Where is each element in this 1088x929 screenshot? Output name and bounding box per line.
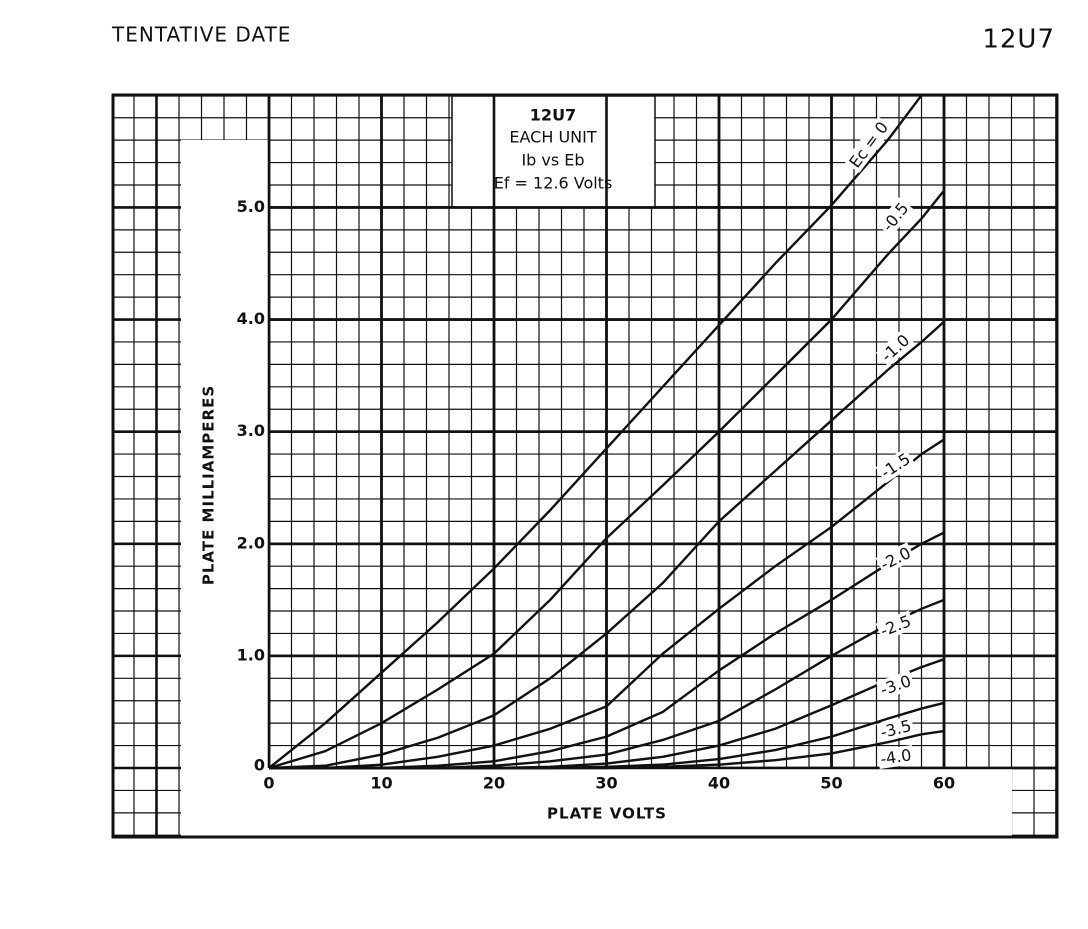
- x-tick-label: 0: [263, 774, 274, 793]
- curve-label: -4.0: [879, 745, 913, 768]
- x-tick-label: 60: [933, 774, 955, 793]
- curve-label-bg: [876, 715, 916, 743]
- curve-label-bg: [875, 670, 916, 701]
- curve-label-bg: [875, 448, 916, 484]
- header-left: TENTATIVE DATE: [111, 23, 291, 47]
- y-tick-label: 1.0: [237, 645, 265, 664]
- label-panel: [181, 140, 269, 837]
- y-tick-label: 4.0: [237, 309, 265, 328]
- y-tick-label: 5.0: [237, 197, 265, 216]
- curve-label-bg: [875, 542, 916, 576]
- box-line: Ef = 12.6 Volts: [494, 174, 613, 193]
- box-line: EACH UNIT: [509, 128, 596, 147]
- x-tick-label: 10: [370, 774, 392, 793]
- curve-label: -3.0: [878, 671, 914, 699]
- curve-label-bg: [875, 610, 916, 642]
- curve: [268, 189, 945, 770]
- y-tick-label: 3.0: [237, 421, 265, 440]
- x-tick-label: 50: [820, 774, 842, 793]
- curve-label-bg: [875, 329, 915, 367]
- y-tick-label: 2.0: [237, 533, 265, 552]
- x-axis-label: PLATE VOLTS: [547, 805, 667, 823]
- y-axis-label: PLATE MILLIAMPERES: [200, 385, 218, 585]
- frame: [111, 93, 1059, 839]
- box-line: Ib vs Eb: [521, 151, 584, 170]
- title-box: [451, 95, 656, 208]
- curve-label-bg: [844, 116, 894, 174]
- curve-label-bg: [876, 197, 914, 237]
- curve-label: -2.5: [878, 611, 914, 640]
- curve-label-bg: [877, 745, 915, 770]
- header-right: 12U7: [982, 25, 1055, 55]
- curve: [268, 320, 945, 770]
- x-tick-label: 30: [595, 774, 617, 793]
- label-panel: [181, 769, 1012, 837]
- x-tick-label: 20: [483, 774, 505, 793]
- box-line: 12U7: [530, 106, 576, 125]
- x-tick-label: 40: [708, 774, 730, 793]
- y-tick-label: 0: [254, 756, 265, 775]
- curve: [269, 729, 945, 770]
- curve: [269, 438, 945, 770]
- curve: [268, 94, 923, 769]
